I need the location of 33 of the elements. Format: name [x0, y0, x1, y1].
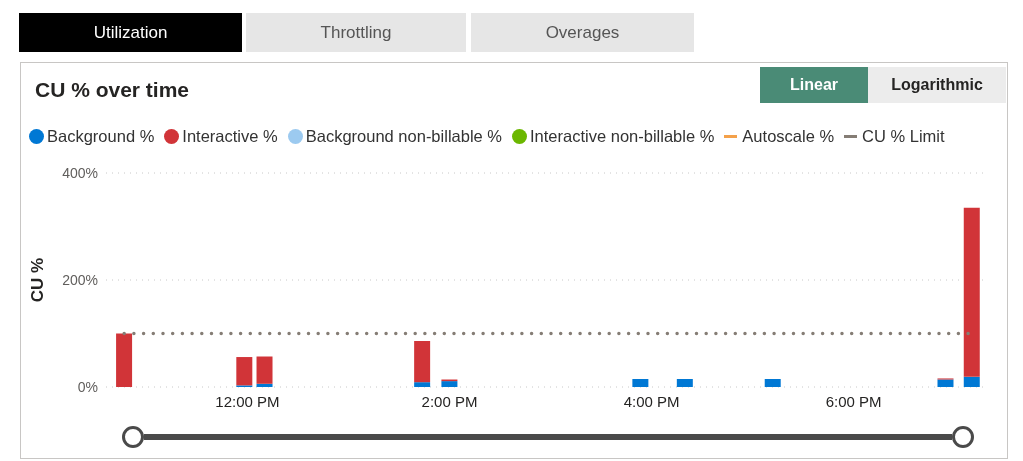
bar: [937, 379, 954, 387]
x-tick-label: 12:00 PM: [215, 392, 280, 410]
y-axis-title: CU %: [28, 257, 48, 303]
legend-label: Interactive %: [182, 126, 278, 146]
y-tick-label: 400%: [62, 164, 98, 181]
bar: [764, 378, 781, 387]
bar: [963, 376, 980, 387]
bar: [414, 340, 431, 383]
legend-label: CU % Limit: [862, 126, 945, 146]
x-tick-label: 4:00 PM: [623, 392, 680, 410]
bar: [414, 382, 431, 387]
text: Logarithmic: [891, 76, 983, 94]
text: Overages: [545, 22, 620, 43]
legend-label: Background non-billable %: [305, 126, 502, 146]
chart-title: CU % over time: [35, 78, 190, 102]
bar: [256, 356, 273, 384]
y-tick-label: 0%: [77, 378, 98, 395]
legend-label: Autoscale %: [742, 126, 835, 146]
bar: [256, 383, 273, 387]
legend-label: Background %: [47, 126, 155, 146]
bar: [236, 357, 253, 386]
text: Linear: [789, 76, 838, 94]
x-tick-label: 6:00 PM: [825, 392, 882, 410]
text: Throttling: [320, 22, 392, 43]
bar: [676, 378, 693, 387]
text: Utilization: [93, 22, 168, 43]
y-tick-label: 200%: [62, 271, 98, 288]
x-tick-label: 2:00 PM: [421, 392, 478, 410]
bar: [963, 207, 980, 377]
bar: [441, 381, 458, 387]
bar: [632, 378, 649, 387]
legend-label: Interactive non-billable %: [530, 126, 715, 146]
bar: [116, 333, 133, 387]
